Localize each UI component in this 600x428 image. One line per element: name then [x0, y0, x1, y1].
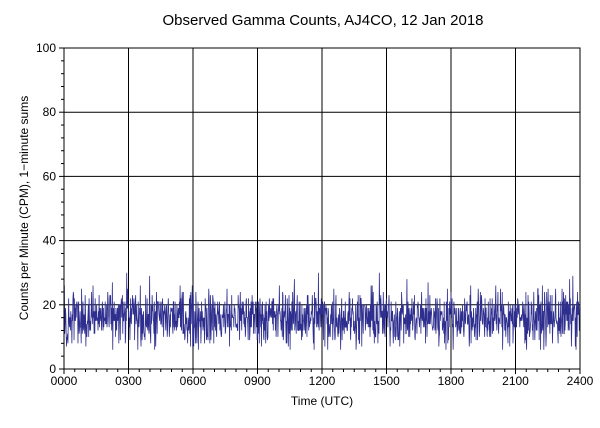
- x-tick-label: 2100: [502, 374, 529, 388]
- x-tick-label: 1200: [309, 374, 336, 388]
- x-tick-label: 1800: [438, 374, 465, 388]
- ticks-layer: [59, 47, 581, 374]
- y-axis-label: Counts per Minute (CPM), 1−minute sums: [17, 96, 31, 320]
- y-tick-label: 40: [43, 234, 57, 248]
- x-tick-label: 2400: [567, 374, 594, 388]
- chart-title: Observed Gamma Counts, AJ4CO, 12 Jan 201…: [163, 12, 484, 29]
- x-tick-label: 1500: [373, 374, 400, 388]
- y-tick-label: 0: [49, 362, 56, 376]
- y-tick-label: 80: [43, 105, 57, 119]
- x-tick-label: 0000: [51, 374, 78, 388]
- x-tick-label: 0300: [115, 374, 142, 388]
- y-tick-label: 100: [36, 41, 56, 55]
- x-tick-label: 0600: [180, 374, 207, 388]
- tick-labels-layer: 0000 0300 0600 0900 1200 1500 1800 2100 2400 0 20 4…: [36, 41, 594, 388]
- series-line: [63, 272, 581, 350]
- grid-layer: [64, 48, 580, 369]
- x-tick-label: 0900: [244, 374, 271, 388]
- y-tick-label: 60: [43, 169, 57, 183]
- y-tick-label: 20: [43, 298, 57, 312]
- x-axis-label: Time (UTC): [291, 394, 353, 408]
- series-layer: [63, 272, 581, 350]
